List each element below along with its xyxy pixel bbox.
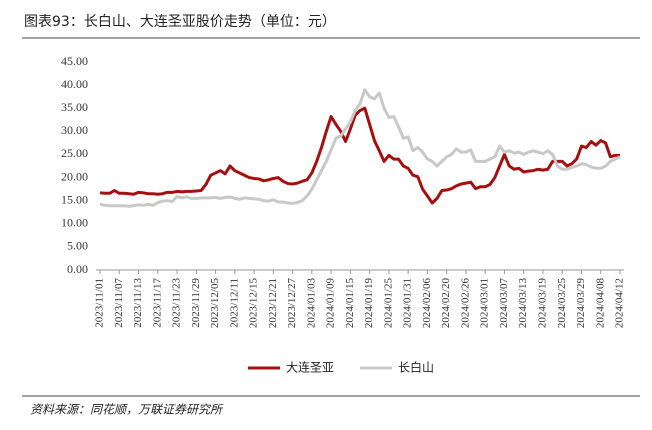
y-tick-label: 10.00 xyxy=(61,216,88,230)
x-tick-label: 2023/11/01 xyxy=(94,278,106,328)
x-tick-label: 2024/01/03 xyxy=(305,278,317,329)
y-tick-label: 20.00 xyxy=(61,169,88,183)
x-tick-label: 2023/11/17 xyxy=(151,278,163,328)
x-tick-label: 2024/02/20 xyxy=(440,278,452,329)
y-tick-label: 0.00 xyxy=(67,262,88,276)
x-tick-label: 2024/01/25 xyxy=(382,278,394,329)
series-line xyxy=(99,88,621,208)
x-tick-label: 2024/03/29 xyxy=(575,278,587,329)
x-tick-label: 2024/03/25 xyxy=(556,278,568,329)
x-tick-label: 2024/02/26 xyxy=(459,278,471,329)
legend-label: 大连圣亚 xyxy=(286,360,334,375)
x-tick-label: 2024/04/08 xyxy=(594,278,606,329)
x-tick-label: 2024/03/01 xyxy=(479,278,491,328)
x-tick-label: 2024/01/19 xyxy=(363,278,375,329)
y-tick-label: 25.00 xyxy=(61,146,88,160)
legend-label: 长白山 xyxy=(398,360,434,375)
x-tick-label: 2024/01/09 xyxy=(325,278,337,329)
x-tick-label: 2024/01/31 xyxy=(402,278,414,328)
x-tick-label: 2023/12/27 xyxy=(286,278,298,329)
source-note: 资料来源：同花顺，万联证券研究所 xyxy=(30,403,224,417)
series-line xyxy=(99,106,620,205)
x-tick-label: 2024/03/07 xyxy=(498,278,510,329)
x-tick-label: 2024/03/19 xyxy=(536,278,548,329)
x-tick-label: 2024/03/13 xyxy=(517,278,529,329)
x-tick-label: 2023/12/21 xyxy=(267,278,279,328)
x-tick-label: 2024/02/06 xyxy=(421,278,433,329)
x-tick-label: 2024/04/12 xyxy=(614,278,626,328)
x-tick-label: 2023/11/29 xyxy=(190,278,202,328)
x-tick-label: 2023/11/13 xyxy=(132,278,144,328)
y-tick-label: 40.00 xyxy=(61,77,88,91)
y-tick-label: 30.00 xyxy=(61,123,88,137)
x-tick-label: 2023/12/05 xyxy=(209,278,221,329)
x-tick-label: 2024/01/15 xyxy=(344,278,356,329)
y-tick-label: 45.00 xyxy=(61,54,88,68)
y-tick-label: 5.00 xyxy=(67,239,88,253)
x-tick-label: 2023/12/15 xyxy=(248,278,260,329)
x-tick-label: 2023/11/23 xyxy=(171,278,183,328)
y-tick-label: 35.00 xyxy=(61,100,88,114)
chart-title: 图表93：长白山、大连圣亚股价走势（单位：元） xyxy=(24,14,336,30)
y-tick-label: 15.00 xyxy=(61,192,88,206)
x-tick-label: 2023/12/11 xyxy=(228,278,240,328)
x-tick-label: 2023/11/07 xyxy=(113,278,125,328)
